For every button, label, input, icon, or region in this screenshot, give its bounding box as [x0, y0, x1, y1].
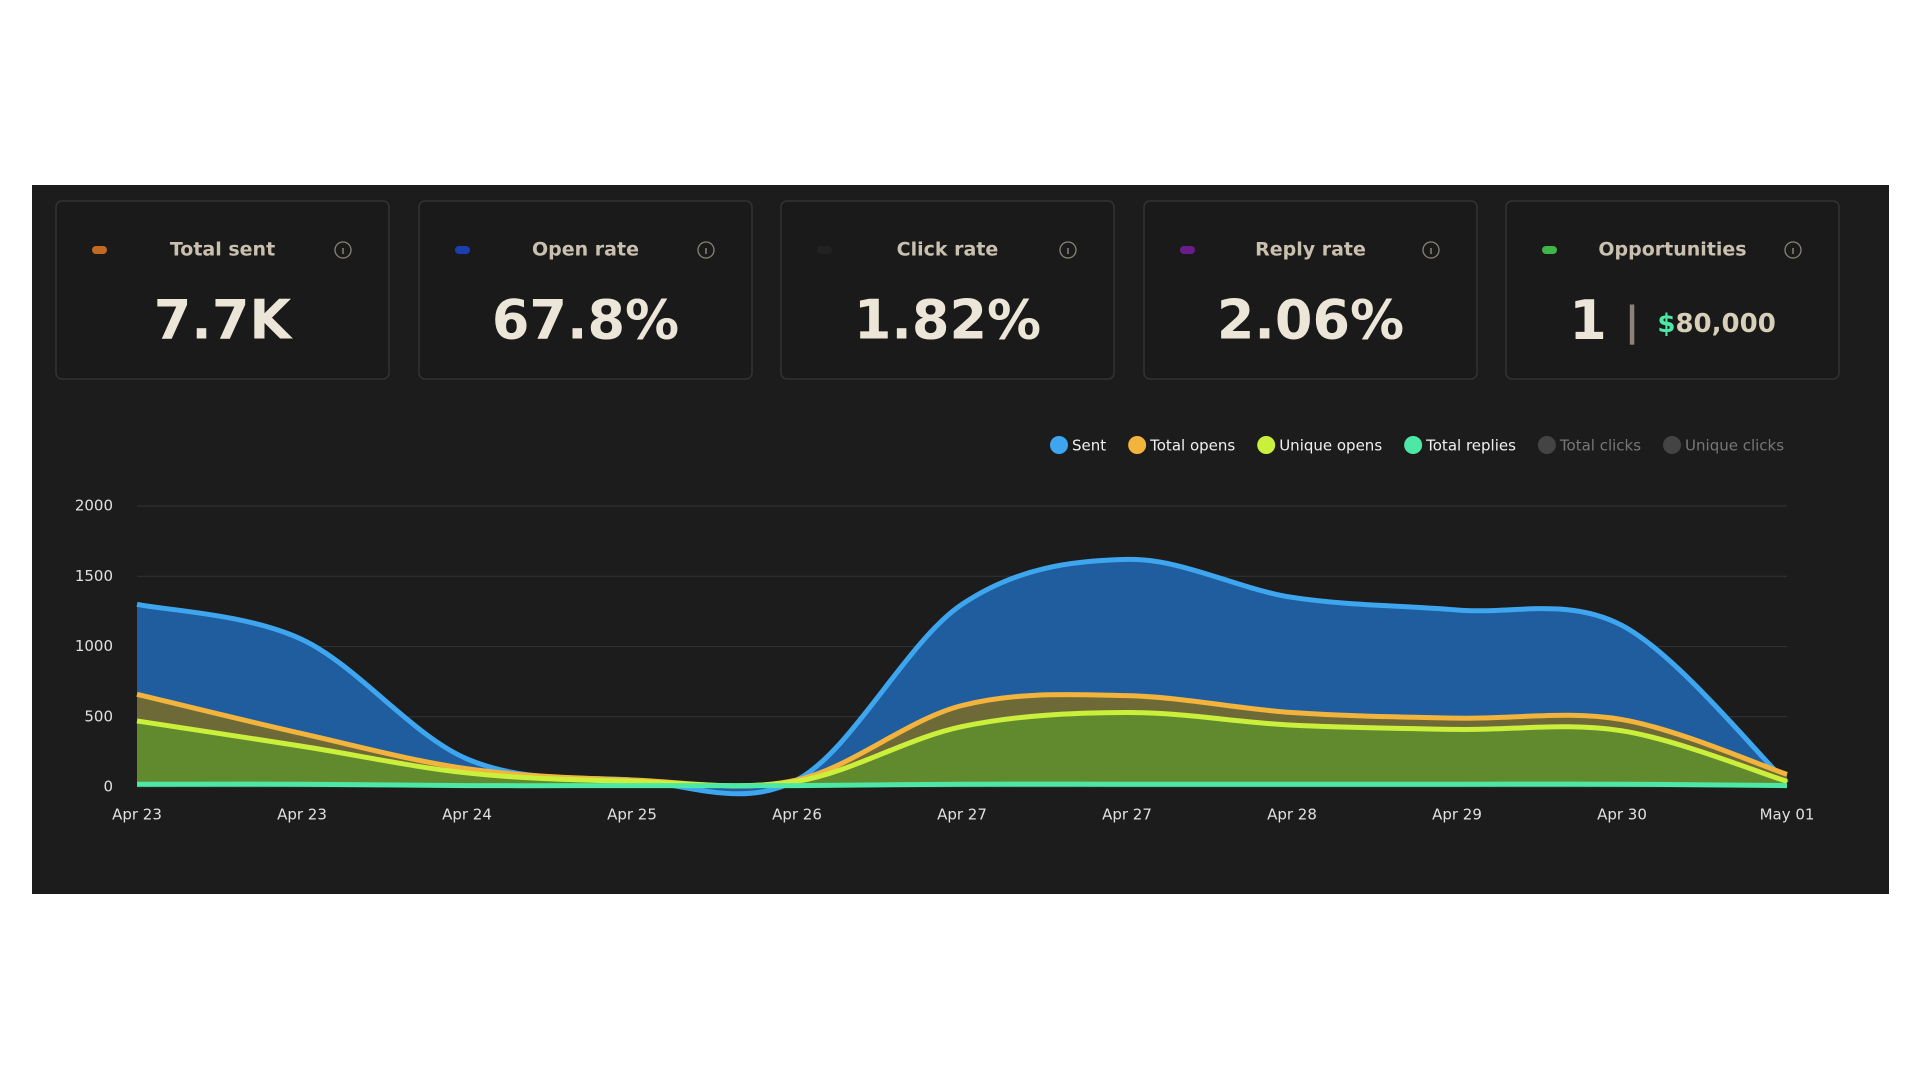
x-tick-label: Apr 28	[1267, 806, 1317, 824]
legend-item[interactable]: Sent	[1050, 436, 1106, 455]
stat-card	[780, 200, 1115, 380]
area-fill	[137, 712, 1787, 787]
info-circle[interactable]	[1784, 241, 1802, 259]
stat-card	[55, 200, 390, 380]
info-icon[interactable]	[1422, 241, 1440, 259]
card-dot	[817, 246, 832, 254]
x-tick-label: Apr 27	[1102, 806, 1152, 824]
legend-item[interactable]: Total clicks	[1537, 436, 1641, 455]
x-tick-label: Apr 29	[1432, 806, 1482, 824]
series-line	[136, 556, 1789, 797]
x-tick-label: Apr 24	[442, 806, 492, 824]
info-icon[interactable]	[1784, 241, 1802, 259]
legend-item[interactable]: Unique clicks	[1663, 436, 1784, 455]
stat-card	[1143, 200, 1478, 380]
legend-label[interactable]: Total clicks	[1559, 437, 1641, 455]
x-tick-label: Apr 27	[937, 806, 987, 824]
x-tick-label: Apr 30	[1597, 806, 1647, 824]
card-dot	[1542, 246, 1557, 254]
currency: $	[1657, 309, 1675, 339]
x-tick-label: May 01	[1760, 806, 1815, 824]
card-value: 1	[1569, 289, 1607, 352]
legend-label[interactable]: Total replies	[1425, 437, 1516, 455]
info-circle[interactable]	[697, 241, 715, 259]
x-tick-label: Apr 25	[607, 806, 657, 824]
card-dot	[92, 246, 107, 254]
legend-item[interactable]: Total opens	[1128, 436, 1235, 455]
card-value: 7.7K	[154, 289, 294, 352]
series-line	[136, 781, 1788, 789]
card-title: Opportunities	[1598, 239, 1746, 261]
card-value: 67.8%	[492, 289, 679, 352]
info-icon[interactable]	[697, 241, 715, 259]
card-title: Reply rate	[1255, 239, 1366, 261]
legend-dot[interactable]	[1050, 436, 1068, 454]
amount: 80,000	[1675, 309, 1775, 339]
card-dot	[455, 246, 470, 254]
y-tick-label: 500	[84, 707, 113, 725]
separator: |	[1625, 299, 1640, 346]
stat-card	[418, 200, 753, 380]
card-title: Open rate	[532, 239, 639, 261]
legend-label[interactable]: Unique opens	[1279, 437, 1382, 455]
legend-label[interactable]: Sent	[1072, 437, 1106, 455]
series-line	[136, 710, 1788, 789]
info-circle[interactable]	[1059, 241, 1077, 259]
legend-dot[interactable]	[1404, 436, 1423, 454]
card-dot	[1180, 246, 1195, 254]
legend-dot[interactable]	[1537, 436, 1556, 454]
legend-item[interactable]: Total replies	[1404, 436, 1516, 455]
y-tick-label: 2000	[75, 497, 113, 515]
legend-label[interactable]: Unique clicks	[1685, 437, 1784, 455]
y-tick-label: 1500	[75, 567, 113, 585]
x-tick-label: Apr 23	[277, 806, 327, 824]
card-value-group: 1 | $80,000	[1569, 289, 1776, 352]
legend-dot[interactable]	[1257, 436, 1276, 454]
series-line	[136, 691, 1788, 789]
card-value: 1.82%	[854, 289, 1041, 352]
stat-card	[1505, 200, 1840, 380]
info-circle[interactable]	[1422, 241, 1440, 259]
info-icon[interactable]	[1059, 241, 1077, 259]
legend-label[interactable]: Total opens	[1149, 437, 1235, 455]
y-tick-label: 1000	[75, 637, 113, 655]
card-title: Total sent	[170, 239, 275, 261]
legend-dot[interactable]	[1128, 436, 1147, 454]
card-title: Click rate	[897, 239, 999, 261]
info-circle[interactable]	[334, 241, 352, 259]
card-value: 2.06%	[1217, 289, 1404, 352]
x-tick-label: Apr 23	[112, 806, 162, 824]
x-tick-label: Apr 26	[772, 806, 822, 824]
legend-item[interactable]: Unique opens	[1257, 436, 1382, 455]
y-tick-label: 0	[103, 778, 113, 796]
legend-dot[interactable]	[1663, 436, 1682, 454]
info-icon[interactable]	[334, 241, 352, 259]
